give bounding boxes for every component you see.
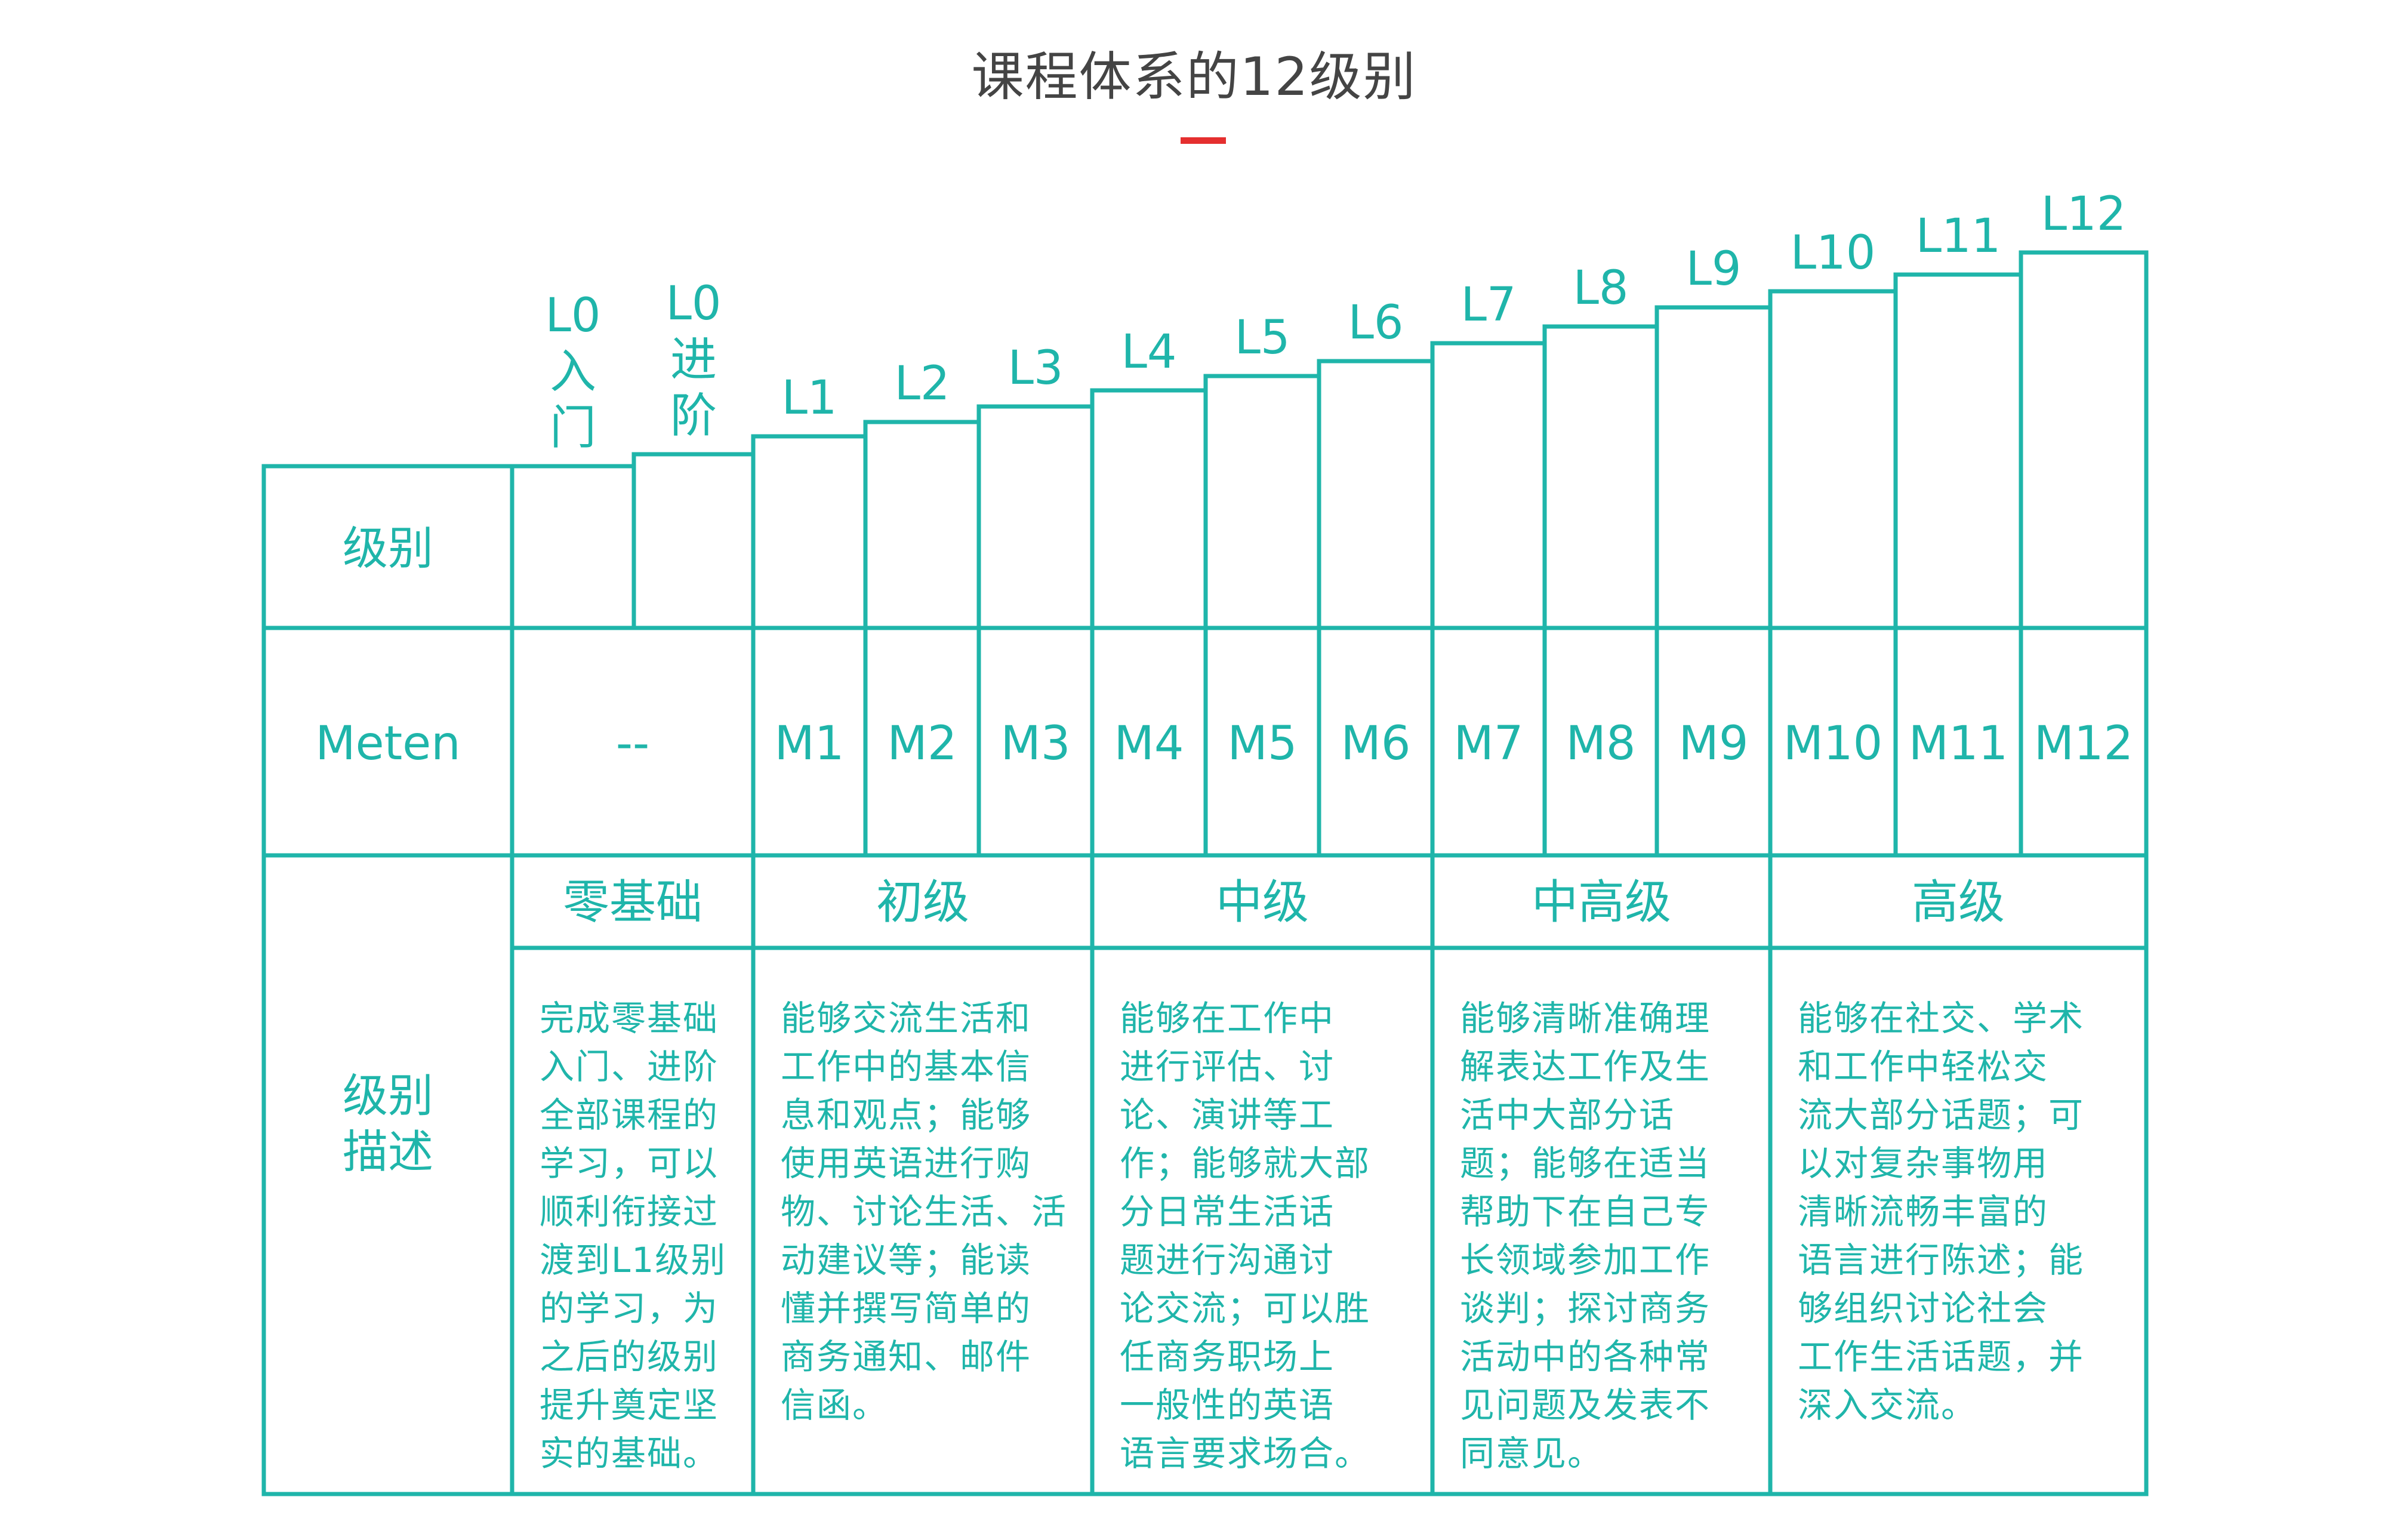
group-description-1: 能够交流生活和工作中的基本信息和观点；能够使用英语进行购物、讨论生活、活动建议等… xyxy=(781,998,1067,1425)
row-label-meten: Meten xyxy=(315,717,460,771)
meten-value-8: M7 xyxy=(1454,717,1524,771)
group-name-0: 零基础 xyxy=(563,876,702,929)
group-name-1: 初级 xyxy=(876,876,969,929)
meten-value-10: M9 xyxy=(1679,717,1749,771)
meten-value-2: M1 xyxy=(775,717,845,771)
group-description-4: 能够在社交、学术和工作中轻松交流大部分话题；可以对复杂事物用清晰流畅丰富的语言进… xyxy=(1798,998,2084,1425)
group-name-2: 中级 xyxy=(1216,876,1309,929)
level-label-11: L10 xyxy=(1791,226,1876,280)
page-title: 课程体系的12级别 xyxy=(971,46,1417,107)
group-description-3: 能够清晰准确理解表达工作及生活中大部分话题；能够在适当帮助下在自己专长领域参加工… xyxy=(1460,998,1711,1474)
level-label-13: L12 xyxy=(2041,187,2127,241)
meten-value-6: M5 xyxy=(1228,717,1298,771)
level-label-10: L9 xyxy=(1686,242,1741,296)
group-description-2: 能够在工作中进行评估、讨论、演讲等工作；能够就大部分日常生活话题进行沟通讨论交流… xyxy=(1120,998,1370,1474)
title-underline xyxy=(1181,137,1226,144)
row-label-level: 级别 xyxy=(343,522,433,575)
level-label-1: L0 进阶 xyxy=(665,277,721,443)
level-label-8: L7 xyxy=(1460,278,1516,332)
group-description-0: 完成零基础入门、进阶全部课程的学习，可以顺利衔接过渡到L1级别的学习，为之后的级… xyxy=(540,998,726,1474)
meten-value-l0: -- xyxy=(616,717,649,771)
level-label-5: L4 xyxy=(1121,325,1176,379)
group-name-4: 高级 xyxy=(1912,876,2005,929)
level-label-2: L1 xyxy=(781,371,837,425)
level-label-7: L6 xyxy=(1348,296,1403,350)
meten-value-13: M12 xyxy=(2034,717,2134,771)
row-label-description: 级别描述 xyxy=(343,1069,433,1178)
meten-value-11: M10 xyxy=(1783,717,1883,771)
level-label-0: L0 入门 xyxy=(545,289,600,455)
level-label-6: L5 xyxy=(1234,311,1290,365)
meten-value-3: M2 xyxy=(888,717,957,771)
level-label-4: L3 xyxy=(1007,341,1063,395)
level-label-9: L8 xyxy=(1573,261,1628,315)
level-label-12: L11 xyxy=(1916,210,2001,263)
meten-value-9: M8 xyxy=(1566,717,1636,771)
meten-value-5: M4 xyxy=(1114,717,1184,771)
meten-value-7: M6 xyxy=(1341,717,1411,771)
level-label-3: L2 xyxy=(894,357,950,411)
meten-value-4: M3 xyxy=(1001,717,1071,771)
meten-value-12: M11 xyxy=(1909,717,2008,771)
group-name-3: 中高级 xyxy=(1532,876,1671,929)
